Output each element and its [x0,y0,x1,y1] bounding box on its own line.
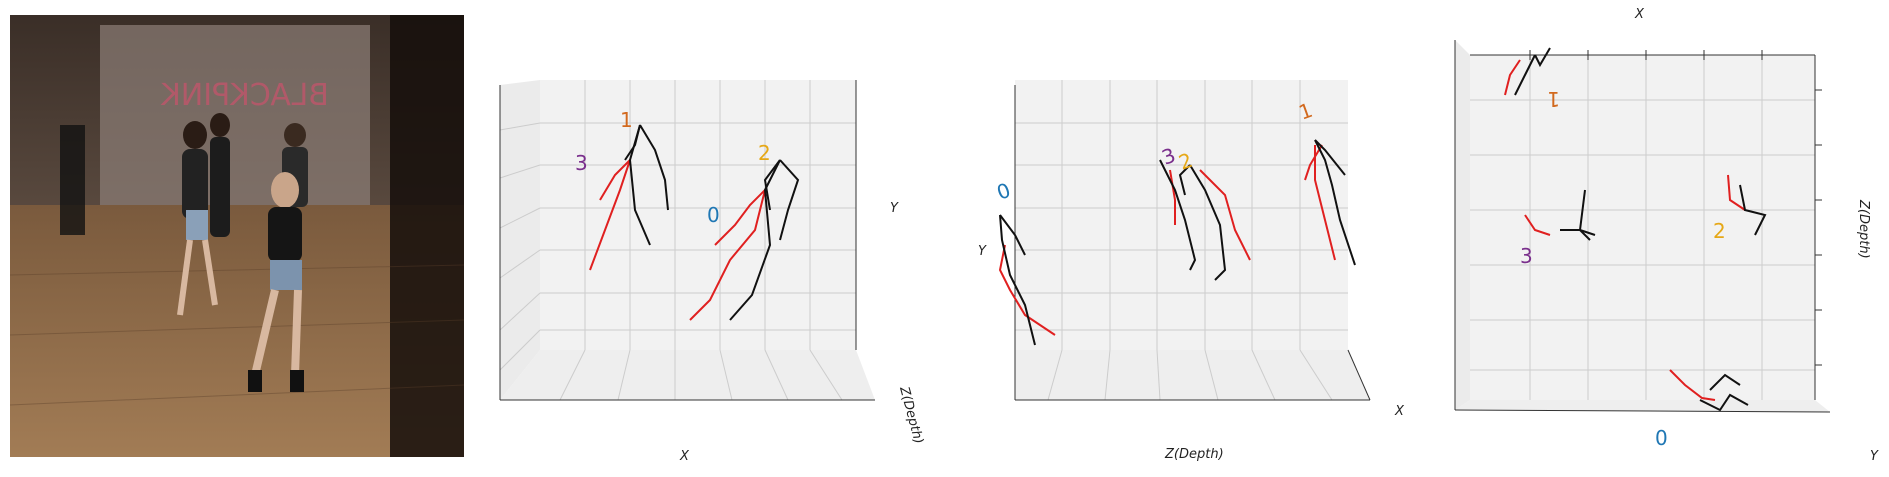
person-id-3: 3 [1520,244,1533,268]
video-frame: BLACKPINK [10,15,464,457]
top-view-panel: X Y Z(Depth) 0 1 2 3 [1410,0,1889,473]
side-view-plot: Z(Depth) Y X 0 1 2 3 [978,80,1405,462]
skeleton-right-limbs [624,124,800,321]
skeleton-right-limbs [1514,47,1767,412]
y-axis-label: Y [978,244,987,259]
x-axis-label: X [1634,7,1645,22]
y-axis-label: Y [1870,449,1879,464]
y-axis-label: Y [890,201,899,216]
z-axis-label: Z(Depth) [1856,199,1871,259]
top-view-plot: X Y Z(Depth) 0 1 2 3 [1454,7,1879,464]
person-id-2: 2 [1713,219,1726,243]
person-id-0: 0 [1655,426,1668,450]
skeleton-right-limbs [999,139,1356,346]
side-view-panel: Z(Depth) Y X 0 1 2 3 [950,0,1410,473]
video-frame-image: BLACKPINK [10,15,464,457]
person-id-3: 3 [575,151,588,175]
person-id-1: 1 [620,108,633,132]
person-id-1: 1 [1547,87,1560,111]
front-view-plot: X Y Z(Depth) 0 1 2 3 [499,80,926,464]
z-axis-label: Z(Depth) [896,384,926,446]
dancer-figures [177,113,308,392]
person-id-2: 2 [758,141,771,165]
front-view-panel: X Y Z(Depth) 0 1 2 3 [490,0,950,473]
skeleton-left-limbs [998,144,1336,336]
backdrop-text: BLACKPINK [160,78,329,113]
person-id-0: 0 [994,178,1014,205]
person-id-0: 0 [707,203,720,227]
skeleton-left-limbs [589,159,766,321]
skeleton-left-limbs [1504,59,1746,401]
x-axis-label: Z(Depth) [1164,447,1224,462]
z-axis-label: X [1394,404,1405,419]
x-axis-label: X [679,449,690,464]
